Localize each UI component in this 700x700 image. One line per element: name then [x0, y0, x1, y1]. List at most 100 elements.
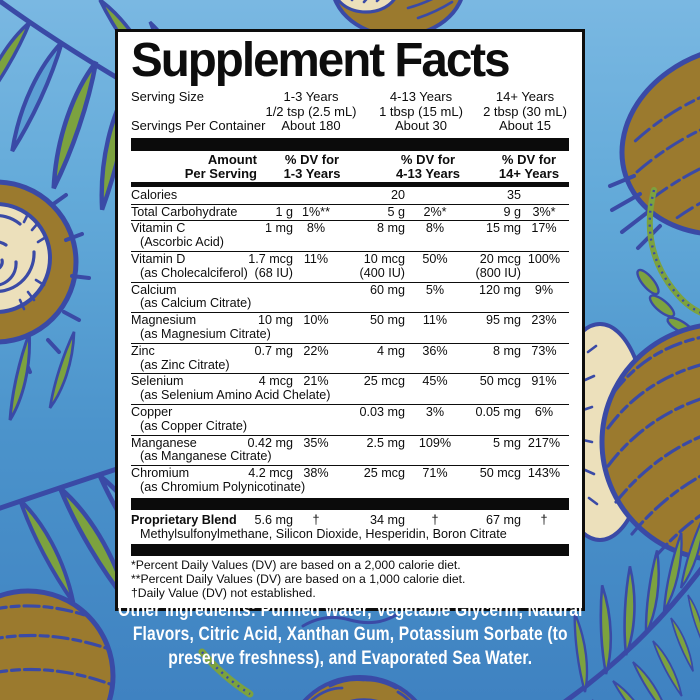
- amount-14plus: 8 mg: [493, 343, 521, 358]
- blend-amount-2: 34 mg: [369, 512, 405, 527]
- footnote-2000: *Percent Daily Values (DV) are based on …: [131, 558, 461, 573]
- amount-4-13: 60 mg: [369, 282, 405, 297]
- amount-14plus: 9 g: [503, 204, 521, 219]
- servings-count-3: About 15: [498, 118, 552, 134]
- amount-1-3: 4 mcg: [258, 374, 293, 389]
- amount-14plus: 50 mcg: [479, 374, 521, 389]
- dv-14plus: 73%: [531, 343, 557, 358]
- amount-14plus: 20 mcg: [479, 251, 521, 266]
- amount-14plus: 5 mg: [493, 435, 521, 450]
- nutrient-name: Total Carbohydrate: [131, 204, 238, 219]
- dv-4-13: 11%: [422, 313, 448, 328]
- dv-14plus: 217%: [527, 435, 561, 450]
- serving-size-2: 1 tbsp (15 mL): [379, 103, 463, 119]
- serving-size-3: 2 tbsp (30 mL): [483, 103, 567, 119]
- amount-4-13: 5 g: [387, 204, 405, 219]
- nutrient-row-calories: Calories 20 35: [131, 188, 569, 205]
- dv-14plus: 143%: [527, 466, 561, 481]
- age-group-2: 4-13 Years: [389, 89, 453, 104]
- amount-14plus: 120 mg: [478, 282, 521, 297]
- nutrient-row-zinc: Zinc 0.7 mg 22% 4 mg 36% 8 mg 73% (as Zinc Citr…: [131, 344, 569, 375]
- nutrient-name: Manganese: [131, 435, 197, 450]
- blend-ingredients: Methylsulfonylmethane, Silicon Dioxide, …: [140, 526, 507, 541]
- dv-14plus: 91%: [531, 374, 557, 389]
- dv-4-13: 50%: [422, 251, 448, 266]
- dv-4-13: 2%*: [423, 204, 447, 219]
- blend-name: Proprietary Blend: [131, 512, 237, 527]
- dv-1-3: [293, 406, 339, 420]
- nutrient-name: Chromium: [131, 466, 190, 481]
- amount-4-13: 50 mg: [369, 313, 405, 328]
- dv-14plus: 17%: [531, 221, 557, 236]
- column-headers: Amount Per Serving % DV for 1-3 Years % …: [131, 151, 569, 181]
- amount-4-13: 20: [390, 187, 405, 202]
- leaf-quill-bottom: [198, 648, 254, 698]
- dv-14plus: 23%: [531, 313, 557, 328]
- nutrient-source: (as Magnesium Citrate): [140, 326, 271, 341]
- amount-per-serving-header: Amount Per Serving: [184, 151, 257, 181]
- nutrient-name: Magnesium: [131, 313, 197, 328]
- nutrient-row-manganese: Manganese 0.42 mg 35% 2.5 mg 109% 5 mg 217% (as…: [131, 436, 569, 467]
- dv-1-3: 8%: [306, 221, 326, 236]
- amount-4-13: 25 mcg: [363, 374, 405, 389]
- serving-info: Serving Size 1-3 Years 4-13 Years 14+ Ye…: [131, 89, 569, 134]
- dv-14plus: [521, 189, 567, 203]
- panel-title: Supplement Facts: [131, 34, 511, 87]
- amount-4-13: 25 mcg: [363, 466, 405, 481]
- nutrient-row-magnesium: Magnesium 10 mg 10% 50 mg 11% 95 mg 23% (as Mag…: [131, 313, 569, 344]
- nutrient-row-total-carbohydrate: Total Carbohydrate 1 g 1%** 5 g 2%* 9 g 3%*: [131, 205, 569, 222]
- dv-1-3: 21%: [303, 374, 329, 389]
- nutrient-source: (as Cholecalciferol): [140, 265, 248, 280]
- blend-amount-1: 5.6 mg: [254, 512, 293, 527]
- other-ingredients-text: Other Ingredients: Purified Water, Veget…: [117, 599, 583, 669]
- nutrient-source: (Ascorbic Acid): [140, 235, 224, 250]
- dv-4-13: 3%: [425, 404, 445, 419]
- dv-1-3: 10%: [303, 313, 329, 328]
- nutrient-source: (as Selenium Amino Acid Chelate): [140, 388, 331, 403]
- amount-4-13: 10 mcg: [363, 251, 405, 266]
- nutrient-source: (as Chromium Polynicotinate): [140, 479, 306, 494]
- amount-1-3: 1.7 mcg: [248, 251, 293, 266]
- dv-4-13: [405, 189, 465, 203]
- nutrient-row-vitamin-c: Vitamin C 1 mg 8% 8 mg 8% 15 mg 17% (Ascorbic A…: [131, 221, 569, 252]
- supplement-facts-panel: Supplement Facts Serving Size 1-3 Years …: [115, 29, 585, 612]
- dv-header-4-13: % DV for 4-13 Years: [395, 151, 461, 181]
- amount-4-13: 4 mg: [377, 343, 405, 358]
- dv-4-13: 8%: [425, 221, 445, 236]
- dv-14plus: 100%: [527, 251, 561, 266]
- footnotes: *Percent Daily Values (DV) are based on …: [131, 559, 569, 600]
- dv-14plus: 3%*: [532, 204, 556, 219]
- nutrient-name: Calcium: [131, 282, 177, 297]
- nutrient-source: (as Zinc Citrate): [140, 357, 230, 372]
- dv-4-13: 71%: [422, 466, 448, 481]
- dv-1-3: [293, 189, 339, 203]
- palm-frond-bottom-right: [546, 514, 700, 700]
- divider-medium: [131, 181, 569, 187]
- divider-thick-blend-bottom: [131, 544, 569, 557]
- dv-4-13: 5%: [425, 282, 445, 297]
- nutrient-row-vitamin-d: Vitamin D 1.7 mcg 11% 10 mcg 50% 20 mcg 100% (a…: [131, 252, 569, 283]
- serving-size-1: 1/2 tsp (2.5 mL): [265, 103, 357, 119]
- blend-amount-3: 67 mg: [485, 512, 521, 527]
- divider-thick-top: [131, 137, 569, 151]
- footnote-1000: **Percent Daily Values (DV) are based on…: [131, 571, 466, 586]
- dv-1-3: 38%: [303, 466, 329, 481]
- amount-14plus: 0.05 mg: [475, 404, 521, 419]
- coconut-bottom-center: [302, 675, 418, 700]
- nutrient-table: Calories 20 35 Total Carbohydrate 1 g 1%** 5 g…: [131, 188, 569, 496]
- amount-1-3: [239, 284, 293, 298]
- footnote-dagger: †Daily Value (DV) not established.: [131, 585, 316, 600]
- dv-header-14plus: % DV for 14+ Years: [498, 151, 560, 181]
- nutrient-name: Vitamin C: [131, 221, 186, 236]
- nutrient-name: Selenium: [131, 374, 184, 389]
- other-ingredients: Other Ingredients: Purified Water, Veget…: [0, 598, 700, 670]
- proprietary-blend-row: Proprietary Blend 5.6 mg † 34 mg † 67 mg…: [131, 513, 569, 543]
- squiggle-bottom-center: [301, 613, 398, 628]
- dv-header-1-3: % DV for 1-3 Years: [283, 151, 341, 181]
- nutrient-row-selenium: Selenium 4 mcg 21% 25 mcg 45% 50 mcg 91% (as Se…: [131, 374, 569, 405]
- coconut-right-upper: [608, 43, 700, 250]
- blend-dv-1: †: [312, 512, 320, 527]
- amount-1-3: 10 mg: [257, 313, 293, 328]
- amount-1-3: 0.7 mg: [254, 343, 293, 358]
